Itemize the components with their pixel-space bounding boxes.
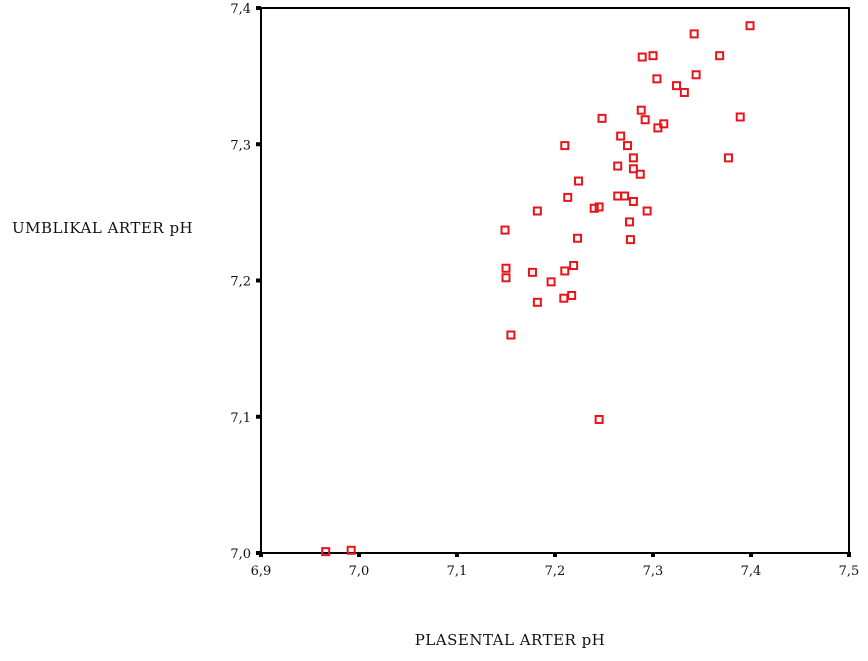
x-tick-label: 7,2: [545, 564, 566, 579]
data-point: [723, 153, 733, 163]
x-tick-label: 7,0: [349, 564, 370, 579]
data-point: [527, 267, 537, 277]
data-point: [637, 52, 647, 62]
data-point: [569, 261, 579, 271]
data-point: [594, 202, 604, 212]
x-axis-ticks: 6,9 7,0 7,1 7,2 7,3 7,4 7,5: [251, 552, 860, 579]
x-tick-label: 7,1: [447, 564, 468, 579]
data-point: [500, 225, 510, 235]
data-point: [628, 153, 638, 163]
x-tick-mark: [357, 552, 361, 557]
data-point: [620, 191, 630, 201]
data-point: [672, 81, 682, 91]
y-tick-mark: [256, 551, 261, 555]
x-axis-title: PLASENTAL ARTER pH: [415, 631, 606, 649]
x-tick-mark: [847, 552, 851, 557]
y-axis-ticks: 7,0 7,1 7,2 7,3 7,4: [230, 2, 261, 562]
data-point: [659, 119, 669, 129]
x-tick-mark: [651, 552, 655, 557]
y-tick-label: 7,2: [230, 275, 251, 290]
data-points: [321, 21, 755, 557]
data-point: [501, 273, 511, 283]
y-tick-mark: [256, 6, 261, 10]
y-tick-label: 7,3: [230, 138, 251, 153]
data-point: [532, 297, 542, 307]
data-point: [689, 29, 699, 39]
x-tick-mark: [749, 552, 753, 557]
y-tick-mark: [256, 414, 261, 419]
data-point: [652, 74, 662, 84]
data-point: [567, 290, 577, 300]
data-point: [648, 51, 658, 61]
data-point: [636, 105, 646, 115]
data-point: [532, 206, 542, 216]
data-point: [640, 115, 650, 125]
x-tick-label: 7,3: [643, 564, 664, 579]
data-point: [625, 235, 635, 245]
data-point: [613, 161, 623, 171]
data-point: [597, 113, 607, 123]
x-tick-mark: [553, 552, 557, 557]
data-point: [346, 545, 356, 555]
data-point: [628, 164, 638, 174]
data-point: [715, 51, 725, 61]
data-point: [642, 206, 652, 216]
data-point: [546, 277, 556, 287]
y-tick-mark: [256, 142, 261, 147]
y-tick-label: 7,4: [230, 2, 251, 17]
x-tick-label: 7,5: [839, 564, 860, 579]
data-point: [560, 141, 570, 151]
y-tick-label: 7,1: [230, 411, 251, 426]
data-point: [574, 176, 584, 186]
data-point: [321, 547, 331, 557]
data-point: [691, 70, 701, 80]
data-point: [501, 263, 511, 273]
y-tick-label: 7,0: [230, 547, 251, 562]
x-tick-label: 7,4: [741, 564, 762, 579]
data-point: [560, 266, 570, 276]
data-point: [735, 112, 745, 122]
data-point: [573, 233, 583, 243]
data-point: [624, 217, 634, 227]
data-point: [589, 203, 599, 213]
data-point: [616, 131, 626, 141]
data-point: [745, 21, 755, 31]
data-point: [628, 196, 638, 206]
data-point: [635, 169, 645, 179]
data-point: [559, 293, 569, 303]
data-point: [506, 330, 516, 340]
x-tick-label: 6,9: [251, 564, 272, 579]
data-point: [679, 87, 689, 97]
data-point: [623, 141, 633, 151]
x-tick-mark: [455, 552, 459, 557]
y-axis-title: UMBLIKAL ARTER pH: [12, 219, 193, 237]
data-point: [563, 192, 573, 202]
y-tick-mark: [256, 278, 261, 283]
data-point: [594, 414, 604, 424]
